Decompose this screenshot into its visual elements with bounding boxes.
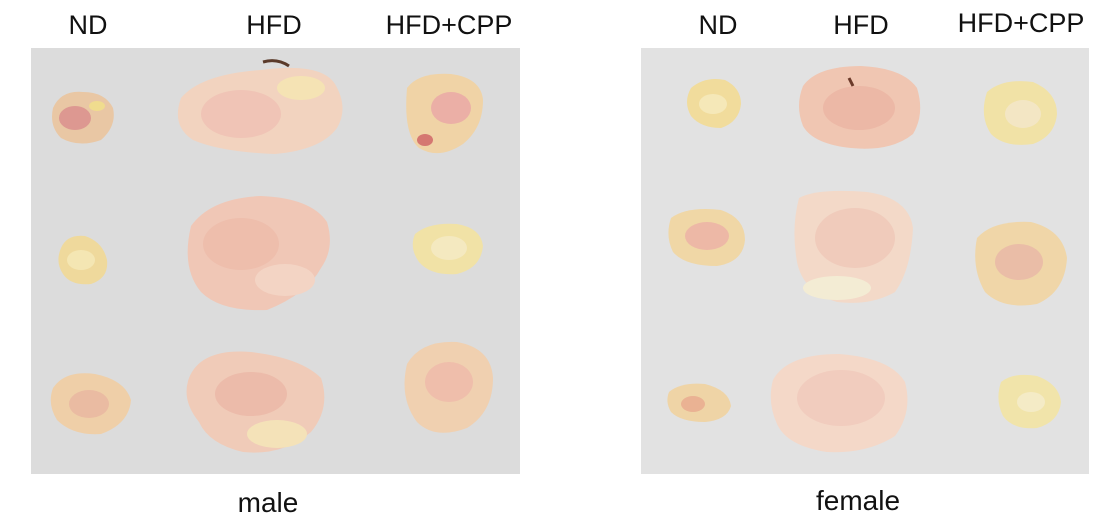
female-nd-sample-3 (667, 383, 731, 422)
male-tissue-illustration (31, 48, 520, 474)
female-group-label-nd: ND (698, 10, 738, 40)
female-group-label-hfd-cpp: HFD+CPP (957, 8, 1085, 38)
male-group-label-hfd-cpp: HFD+CPP (385, 10, 513, 40)
male-hfd-sample-3 (186, 351, 325, 453)
male-group-label-hfd: HFD (246, 10, 302, 40)
male-hfd-cpp-sample-1 (406, 73, 483, 154)
female-tissue-illustration (641, 48, 1089, 474)
male-hfd-cpp-sample-3 (404, 341, 493, 433)
female-hfd-cpp-sample-1 (983, 81, 1057, 145)
female-hfd-cpp-sample-2 (975, 221, 1067, 306)
male-hfd-sample-2 (187, 196, 330, 311)
female-tissue-photo (641, 48, 1089, 474)
female-hfd-sample-1 (799, 66, 921, 149)
female-nd-sample-1 (687, 79, 741, 128)
male-nd-sample-1 (52, 91, 114, 144)
male-nd-sample-2 (58, 235, 108, 285)
female-group-label-hfd: HFD (833, 10, 889, 40)
male-hfd-cpp-sample-2 (412, 223, 483, 275)
female-hfd-sample-2 (794, 190, 913, 303)
female-hfd-sample-3 (770, 354, 908, 453)
female-caption: female (815, 485, 901, 516)
male-group-label-nd: ND (68, 10, 108, 40)
male-hfd-sample-1 (177, 59, 343, 154)
male-caption: male (237, 487, 299, 518)
female-hfd-cpp-sample-3 (998, 374, 1061, 429)
male-nd-sample-3 (50, 373, 131, 435)
male-tissue-photo (31, 48, 520, 474)
female-nd-sample-2 (668, 209, 745, 266)
